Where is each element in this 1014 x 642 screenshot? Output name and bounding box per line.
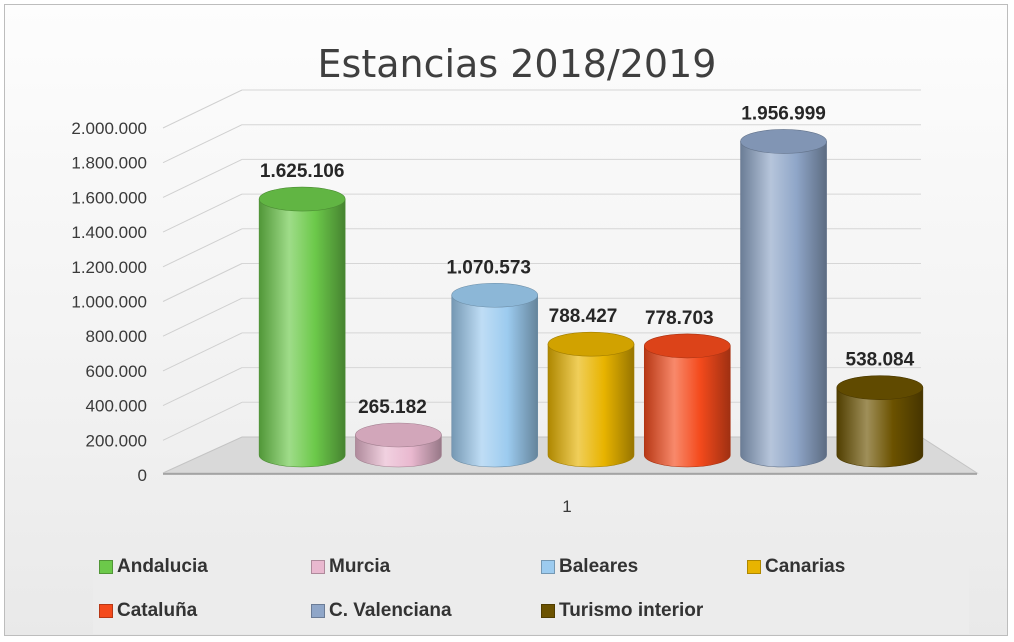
legend-swatch bbox=[541, 560, 555, 574]
gridline-diagonal bbox=[162, 332, 243, 372]
gridline-diagonal bbox=[162, 297, 243, 337]
legend-label: Turismo interior bbox=[559, 600, 704, 621]
bar-body bbox=[836, 387, 924, 468]
y-tick-label: 600.000 bbox=[86, 362, 147, 381]
y-tick-label: 2.000.000 bbox=[71, 119, 147, 138]
gridline-diagonal bbox=[162, 124, 243, 164]
legend-item: Canarias bbox=[747, 556, 845, 578]
legend-swatch bbox=[99, 604, 113, 618]
data-label: 538.084 bbox=[846, 350, 915, 371]
legend-label: Baleares bbox=[559, 556, 639, 577]
y-tick-label: 1.600.000 bbox=[71, 188, 147, 207]
y-tick-label: 1.200.000 bbox=[71, 258, 147, 277]
data-label: 778.703 bbox=[645, 308, 714, 329]
data-label: 265.182 bbox=[358, 397, 427, 418]
y-tick-label: 1.000.000 bbox=[71, 293, 147, 312]
bar-top bbox=[836, 375, 924, 400]
bar-murcia bbox=[355, 422, 442, 468]
gridline-diagonal bbox=[162, 193, 243, 233]
legend-swatch bbox=[747, 560, 761, 574]
data-label: 1.956.999 bbox=[741, 103, 826, 124]
y-tick-label: 800.000 bbox=[86, 327, 147, 346]
legend-item: Baleares bbox=[541, 556, 638, 578]
legend-swatch bbox=[541, 604, 555, 618]
bar-canarias bbox=[547, 331, 635, 468]
y-tick-label: 400.000 bbox=[86, 397, 147, 416]
y-tick-label: 200.000 bbox=[86, 431, 147, 450]
legend-swatch bbox=[311, 560, 325, 574]
legend-label: Andalucia bbox=[117, 556, 208, 577]
y-axis: 0 200.000 400.000 600.000 800.000 1.000.000 1.… bbox=[71, 119, 147, 485]
legend-item: Andalucia bbox=[99, 556, 208, 578]
bar-andalucia bbox=[258, 186, 346, 468]
legend-item: Cataluña bbox=[99, 600, 197, 622]
bar-body bbox=[643, 345, 731, 468]
bar-turismo-interior bbox=[836, 375, 924, 468]
legend-swatch bbox=[99, 560, 113, 574]
legend-label: C. Valenciana bbox=[329, 600, 452, 621]
legend-swatch bbox=[311, 604, 325, 618]
legend-label: Canarias bbox=[765, 556, 846, 577]
chart-frame: Estancias 2018/2019 0 200.000 400.000 600.0… bbox=[4, 4, 1008, 636]
data-labels: 1.625.106 265.182 1.070.573 788.427 778.703 1… bbox=[260, 103, 915, 418]
gridline-diagonal bbox=[162, 89, 243, 129]
bar-top bbox=[355, 422, 442, 448]
legend-label: Cataluña bbox=[117, 600, 198, 621]
bar-body bbox=[258, 198, 346, 468]
bar-top bbox=[451, 282, 539, 308]
y-tick-label: 0 bbox=[138, 466, 147, 485]
bar-catalu-a bbox=[643, 333, 731, 468]
gridline-diagonal bbox=[162, 263, 243, 302]
legend-item: Murcia bbox=[311, 556, 390, 578]
gridline-diagonal bbox=[162, 401, 243, 441]
bar-top bbox=[643, 333, 731, 359]
data-label: 1.070.573 bbox=[446, 257, 531, 278]
legend-item: Turismo interior bbox=[541, 600, 703, 622]
bar-top bbox=[547, 331, 635, 357]
y-tick-label: 1.800.000 bbox=[71, 154, 147, 173]
chart-svg: Estancias 2018/2019 0 200.000 400.000 600.0… bbox=[71, 42, 979, 516]
bar-body bbox=[451, 294, 539, 468]
bars bbox=[258, 129, 924, 468]
bar-body bbox=[547, 343, 635, 468]
bar-top bbox=[740, 129, 827, 154]
chart-title: Estancias 2018/2019 bbox=[318, 42, 717, 86]
legend-label: Murcia bbox=[329, 556, 391, 577]
legend-item: C. Valenciana bbox=[311, 600, 452, 622]
data-label: 1.625.106 bbox=[260, 161, 345, 182]
bar-top bbox=[258, 186, 346, 212]
bar-c-valenciana bbox=[740, 129, 827, 468]
y-tick-label: 1.400.000 bbox=[71, 223, 147, 242]
legend: Andalucia Murcia Baleares Canarias Cataluña C… bbox=[93, 546, 969, 634]
bar-body bbox=[740, 141, 827, 468]
gridline-diagonal bbox=[162, 228, 243, 268]
data-label: 788.427 bbox=[549, 306, 618, 327]
x-category-label: 1 bbox=[562, 497, 571, 516]
bar-baleares bbox=[451, 282, 539, 468]
gridline-diagonal bbox=[162, 158, 243, 198]
gridline-diagonal bbox=[162, 367, 243, 407]
